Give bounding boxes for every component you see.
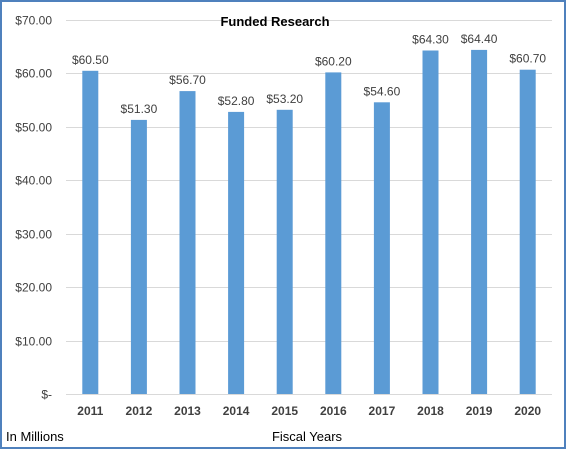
data-label-2016: $60.20 [315, 54, 352, 68]
y-tick-label: $30.00 [15, 228, 52, 242]
x-axis-label: Fiscal Years [272, 429, 343, 444]
data-label-2020: $60.70 [509, 52, 546, 66]
y-axis-label: In Millions [6, 429, 64, 444]
x-tick-label-2015: 2015 [271, 404, 298, 418]
y-tick-label: $40.00 [15, 174, 52, 188]
data-label-2017: $54.60 [364, 84, 401, 98]
x-tick-label-2020: 2020 [514, 404, 541, 418]
data-label-2019: $64.40 [461, 32, 498, 46]
data-label-2015: $53.20 [266, 92, 303, 106]
data-label-2014: $52.80 [218, 94, 255, 108]
data-label-2012: $51.30 [121, 102, 158, 116]
bar-2019 [471, 49, 488, 395]
x-tick-label-2011: 2011 [77, 404, 103, 418]
y-tick-label: $20.00 [15, 281, 52, 295]
bar-2020 [519, 69, 536, 394]
y-tick-label: $10.00 [15, 335, 52, 349]
x-tick-label-2019: 2019 [466, 404, 493, 418]
y-tick-label: $50.00 [15, 121, 52, 135]
x-axis-category-labels: 2011 2012 2013 2014 2015 2016 2017 2018 2019 2020 [77, 404, 541, 418]
chart-title: Funded Research [220, 14, 329, 29]
x-tick-label-2017: 2017 [369, 404, 396, 418]
x-tick-label-2014: 2014 [223, 404, 250, 418]
bar-2015 [276, 109, 293, 395]
bar-2018 [422, 50, 439, 394]
data-label-2018: $64.30 [412, 33, 449, 47]
y-tick-label: $70.00 [15, 14, 52, 28]
x-tick-label-2012: 2012 [126, 404, 153, 418]
bar-2014 [228, 111, 245, 395]
y-tick-label: $60.00 [15, 67, 52, 81]
bar-2016 [325, 72, 342, 395]
data-label-2013: $56.70 [169, 73, 206, 87]
y-axis-tick-labels: $- $10.00 $20.00 $30.00 $40.00 $50.00 $60.00 $7… [15, 14, 52, 402]
y-tick-label: $- [41, 388, 52, 402]
gridlines [66, 20, 552, 395]
bar-2011 [82, 70, 99, 395]
bars [82, 49, 536, 395]
x-tick-label-2013: 2013 [174, 404, 201, 418]
data-label-2011: $60.50 [72, 53, 109, 67]
bar-2013 [179, 91, 196, 394]
bar-2012 [130, 119, 147, 395]
x-tick-label-2016: 2016 [320, 404, 347, 418]
bar-2017 [373, 102, 390, 395]
x-tick-label-2018: 2018 [417, 404, 444, 418]
data-labels: $60.50 $51.30 $56.70 $52.80 $53.20 $60.20 $54.… [72, 32, 546, 116]
